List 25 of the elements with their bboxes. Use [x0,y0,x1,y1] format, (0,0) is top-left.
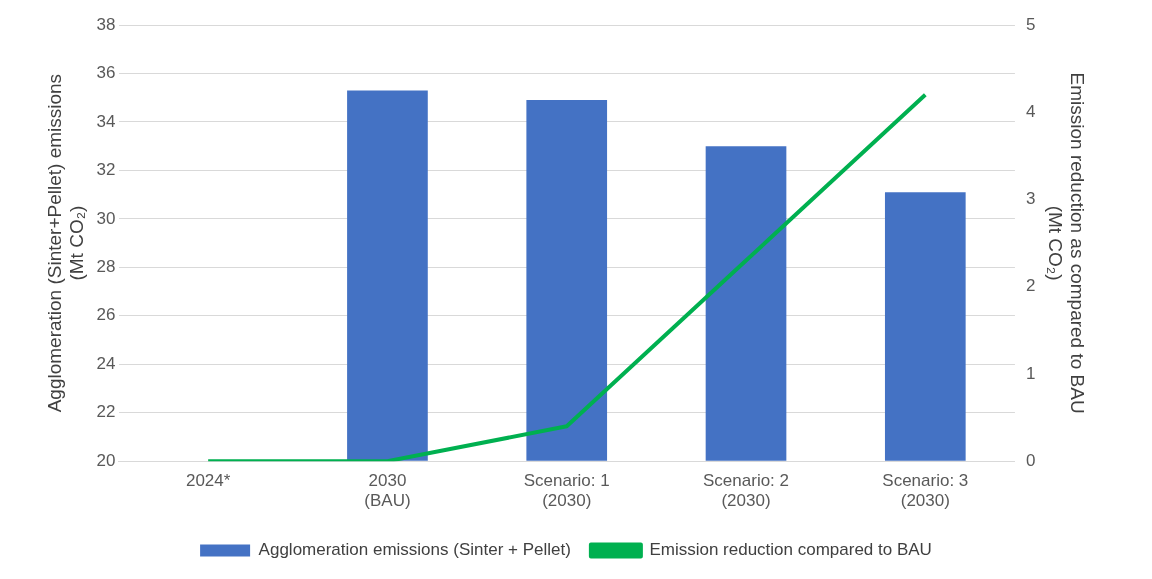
y-tick-label: 28 [96,257,116,277]
y-tick-label: 22 [96,402,116,422]
y-tick-label: 24 [96,353,116,373]
y2-tick-label: 3 [1025,189,1036,209]
y2-axis-title: Emission reduction as compared to BAU (Mt CO₂) [1044,72,1089,414]
x-tick-label: 2030 (BAU) [364,471,411,511]
y-tick-label: 30 [96,208,116,228]
y2-tick-label: 5 [1025,14,1036,34]
y-tick-label: 38 [96,14,116,34]
x-tick-label: 2024* [185,471,231,491]
y2-tick-label: 4 [1025,101,1036,121]
x-tick-label: Scenario: 2 (2030) [703,471,790,511]
y2-tick-label: 0 [1025,450,1036,470]
y2-tick-label: 1 [1025,363,1036,383]
y-tick-label: 20 [96,450,116,470]
y-tick-label: 26 [96,305,116,325]
x-tick-label: Scenario: 3 (2030) [882,471,969,511]
x-tick-label: Scenario: 1 (2030) [523,471,610,511]
y2-tick-label: 2 [1025,276,1036,296]
y-tick-label: 34 [96,111,116,131]
legend-label: Emission reduction compared to BAU [649,540,932,560]
legend-label: Agglomeration emissions (Sinter + Pellet) [258,540,571,560]
y-axis-title: Agglomeration (Sinter+Pellet) emissions (Mt CO₂) [43,73,88,413]
y-tick-label: 32 [96,160,116,180]
y-tick-label: 36 [96,63,116,83]
